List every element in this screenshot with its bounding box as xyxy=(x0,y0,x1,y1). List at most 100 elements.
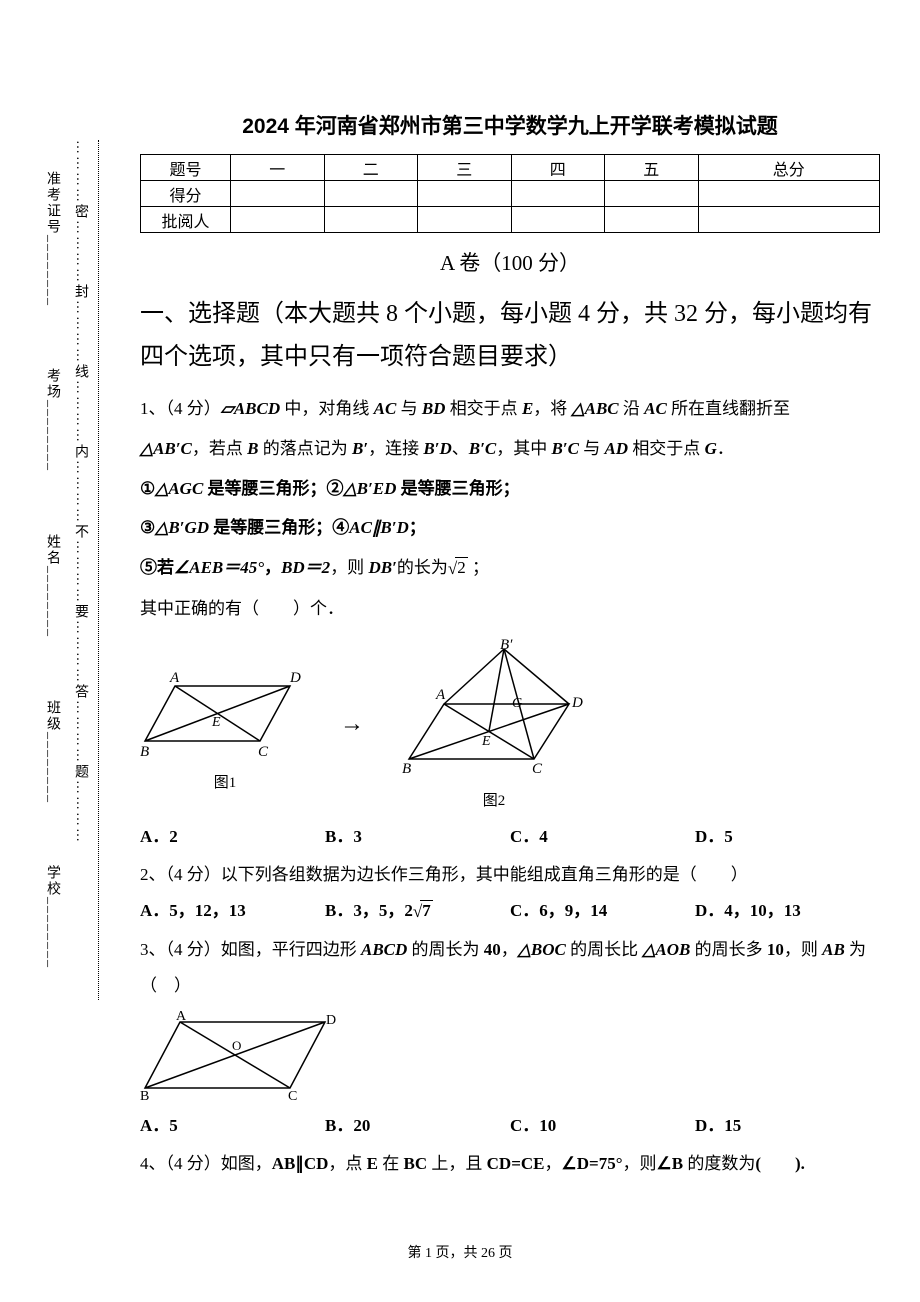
q1-t: ； xyxy=(409,518,426,537)
q1-t: AC∥B′D xyxy=(349,518,409,537)
table-cell xyxy=(324,207,418,233)
table-cell: 二 xyxy=(324,155,418,181)
q1-t: 中，对角线 xyxy=(280,399,374,418)
table-cell xyxy=(231,207,325,233)
page-footer: 第 1 页，共 26 页 xyxy=(0,1242,920,1262)
q4-t: 的度数为 xyxy=(683,1154,755,1173)
footer-t: 页，共 xyxy=(432,1246,481,1261)
table-cell xyxy=(698,207,880,233)
q1-t: △AB′C xyxy=(140,439,192,458)
question-1-line2: △AB′C，若点 B 的落点记为 B′，连接 B′D、B′C，其中 B′C 与 … xyxy=(140,431,880,467)
q4-t: ，则 xyxy=(623,1154,657,1173)
footer-page: 1 xyxy=(425,1246,432,1261)
q3-opt-c: C．10 xyxy=(510,1116,556,1135)
q1-tail: 其中正确的有（ ）个． xyxy=(140,591,880,627)
q1-t: ① xyxy=(140,479,155,498)
svg-text:G: G xyxy=(512,696,522,711)
q1-t: B′ xyxy=(352,439,368,458)
q1-t: ，则 xyxy=(330,558,368,577)
q4-t: BC xyxy=(404,1154,428,1173)
exam-title: 2024 年河南省郑州市第三中学数学九上开学联考模拟试题 xyxy=(140,110,880,140)
q2-opt-b: B．3，5，2 7 xyxy=(325,896,510,922)
q4-t: ∠D=75° xyxy=(562,1154,623,1173)
q1-t: ，其中 xyxy=(496,439,551,458)
svg-text:B: B xyxy=(402,761,411,777)
table-cell xyxy=(511,207,605,233)
q1-t: △AGC xyxy=(155,479,203,498)
q1-t: 所在直线翻折至 xyxy=(667,399,790,418)
opt-label: D． xyxy=(695,901,724,920)
q1-t: ． xyxy=(717,439,734,458)
q1-fig1-label: 图1 xyxy=(140,771,310,792)
q4-t: 上，且 xyxy=(427,1154,487,1173)
q1-cond5: ⑤若∠AEB＝45°，BD＝2，则 DB′的长为2 ； xyxy=(140,550,880,587)
q1-figure2: A D B C E G B′ 图2 xyxy=(394,639,594,810)
binding-id: 准考证号________ xyxy=(42,171,62,307)
q1-t: 是等腰三角形； xyxy=(396,479,519,498)
opt-label: B． xyxy=(325,901,353,920)
q1-t: ▱ABCD xyxy=(221,399,280,418)
q1-t: 与 xyxy=(579,439,605,458)
q3-t: 的周长比 xyxy=(566,940,643,959)
question-3: 3、（4 分）如图，平行四边形 ABCD 的周长为 40，△BOC 的周长比 △… xyxy=(140,932,880,1003)
q4-t: ( ). xyxy=(755,1154,805,1173)
binding-name: 姓名________ xyxy=(42,534,62,638)
table-row: 题号 一 二 三 四 五 总分 xyxy=(141,155,880,181)
q1-t: B′D xyxy=(423,439,451,458)
q1-t: ⑤若 xyxy=(140,558,174,577)
q3-opt-b: B．20 xyxy=(325,1116,370,1135)
q1-t: △B′ED xyxy=(344,479,397,498)
q4-t: ∠B xyxy=(657,1154,684,1173)
q1-t: ，若点 xyxy=(192,439,247,458)
q1-figures: A D B C E 图1 → A D B C E xyxy=(140,639,880,810)
q1-prefix: 1、（4 分） xyxy=(140,399,221,418)
q1-t: DB′ xyxy=(368,558,396,577)
question-1: 1、（4 分）▱ABCD 中，对角线 AC 与 BD 相交于点 E，将 △ABC… xyxy=(140,391,880,427)
q1-t: BD＝2 xyxy=(281,558,330,577)
q1-t: △ABC xyxy=(572,399,619,418)
q3-t: ， xyxy=(501,940,518,959)
q1-t: 是等腰三角形；④ xyxy=(209,518,349,537)
svg-text:A: A xyxy=(435,687,446,703)
footer-total: 26 xyxy=(481,1246,495,1261)
table-cell: 四 xyxy=(511,155,605,181)
svg-text:B: B xyxy=(140,1089,149,1100)
q1-t: ； xyxy=(468,558,489,577)
opt-val: 3，5，2 xyxy=(353,901,413,920)
svg-text:E: E xyxy=(481,734,491,749)
q2-opt-a: A．5，12，13 xyxy=(140,896,325,922)
table-cell xyxy=(605,181,699,207)
score-table: 题号 一 二 三 四 五 总分 得分 批阅人 xyxy=(140,154,880,233)
binding-room: 考场________ xyxy=(42,368,62,472)
q1-t: E xyxy=(522,399,533,418)
sqrt-icon: 7 xyxy=(413,901,433,922)
sqrt-radicand: 7 xyxy=(420,900,433,920)
binding-school: 学校________ xyxy=(42,865,62,969)
q1-t: 的长为 xyxy=(397,558,448,577)
opt-val: 4，10，13 xyxy=(724,901,801,920)
sqrt-radicand: 2 xyxy=(455,557,468,577)
svg-text:B′: B′ xyxy=(500,639,513,653)
q3-t: 3、（4 分）如图，平行四边形 xyxy=(140,940,361,959)
opt-label: A． xyxy=(140,901,169,920)
q1-t: AC xyxy=(644,399,667,418)
q2-opt-c: C．6，9，14 xyxy=(510,896,695,922)
page-content: 2024 年河南省郑州市第三中学数学九上开学联考模拟试题 题号 一 二 三 四 … xyxy=(140,110,880,1185)
svg-text:C: C xyxy=(258,744,269,760)
table-cell xyxy=(231,181,325,207)
q2-opt-d: D．4，10，13 xyxy=(695,896,880,922)
q1-t: B′C xyxy=(469,439,496,458)
q4-t: 4、（4 分）如图， xyxy=(140,1154,272,1173)
table-cell: 五 xyxy=(605,155,699,181)
opt-label: C． xyxy=(510,901,539,920)
q1-t: ，连接 xyxy=(368,439,423,458)
q1-t: ，将 xyxy=(533,399,571,418)
q3-t: △BOC xyxy=(518,940,566,959)
table-cell xyxy=(605,207,699,233)
q4-t: CD=CE xyxy=(487,1154,545,1173)
svg-text:C: C xyxy=(288,1089,297,1100)
table-cell xyxy=(324,181,418,207)
table-cell: 题号 xyxy=(141,155,231,181)
q1-t: BD xyxy=(422,399,446,418)
q1-t: B xyxy=(247,439,258,458)
